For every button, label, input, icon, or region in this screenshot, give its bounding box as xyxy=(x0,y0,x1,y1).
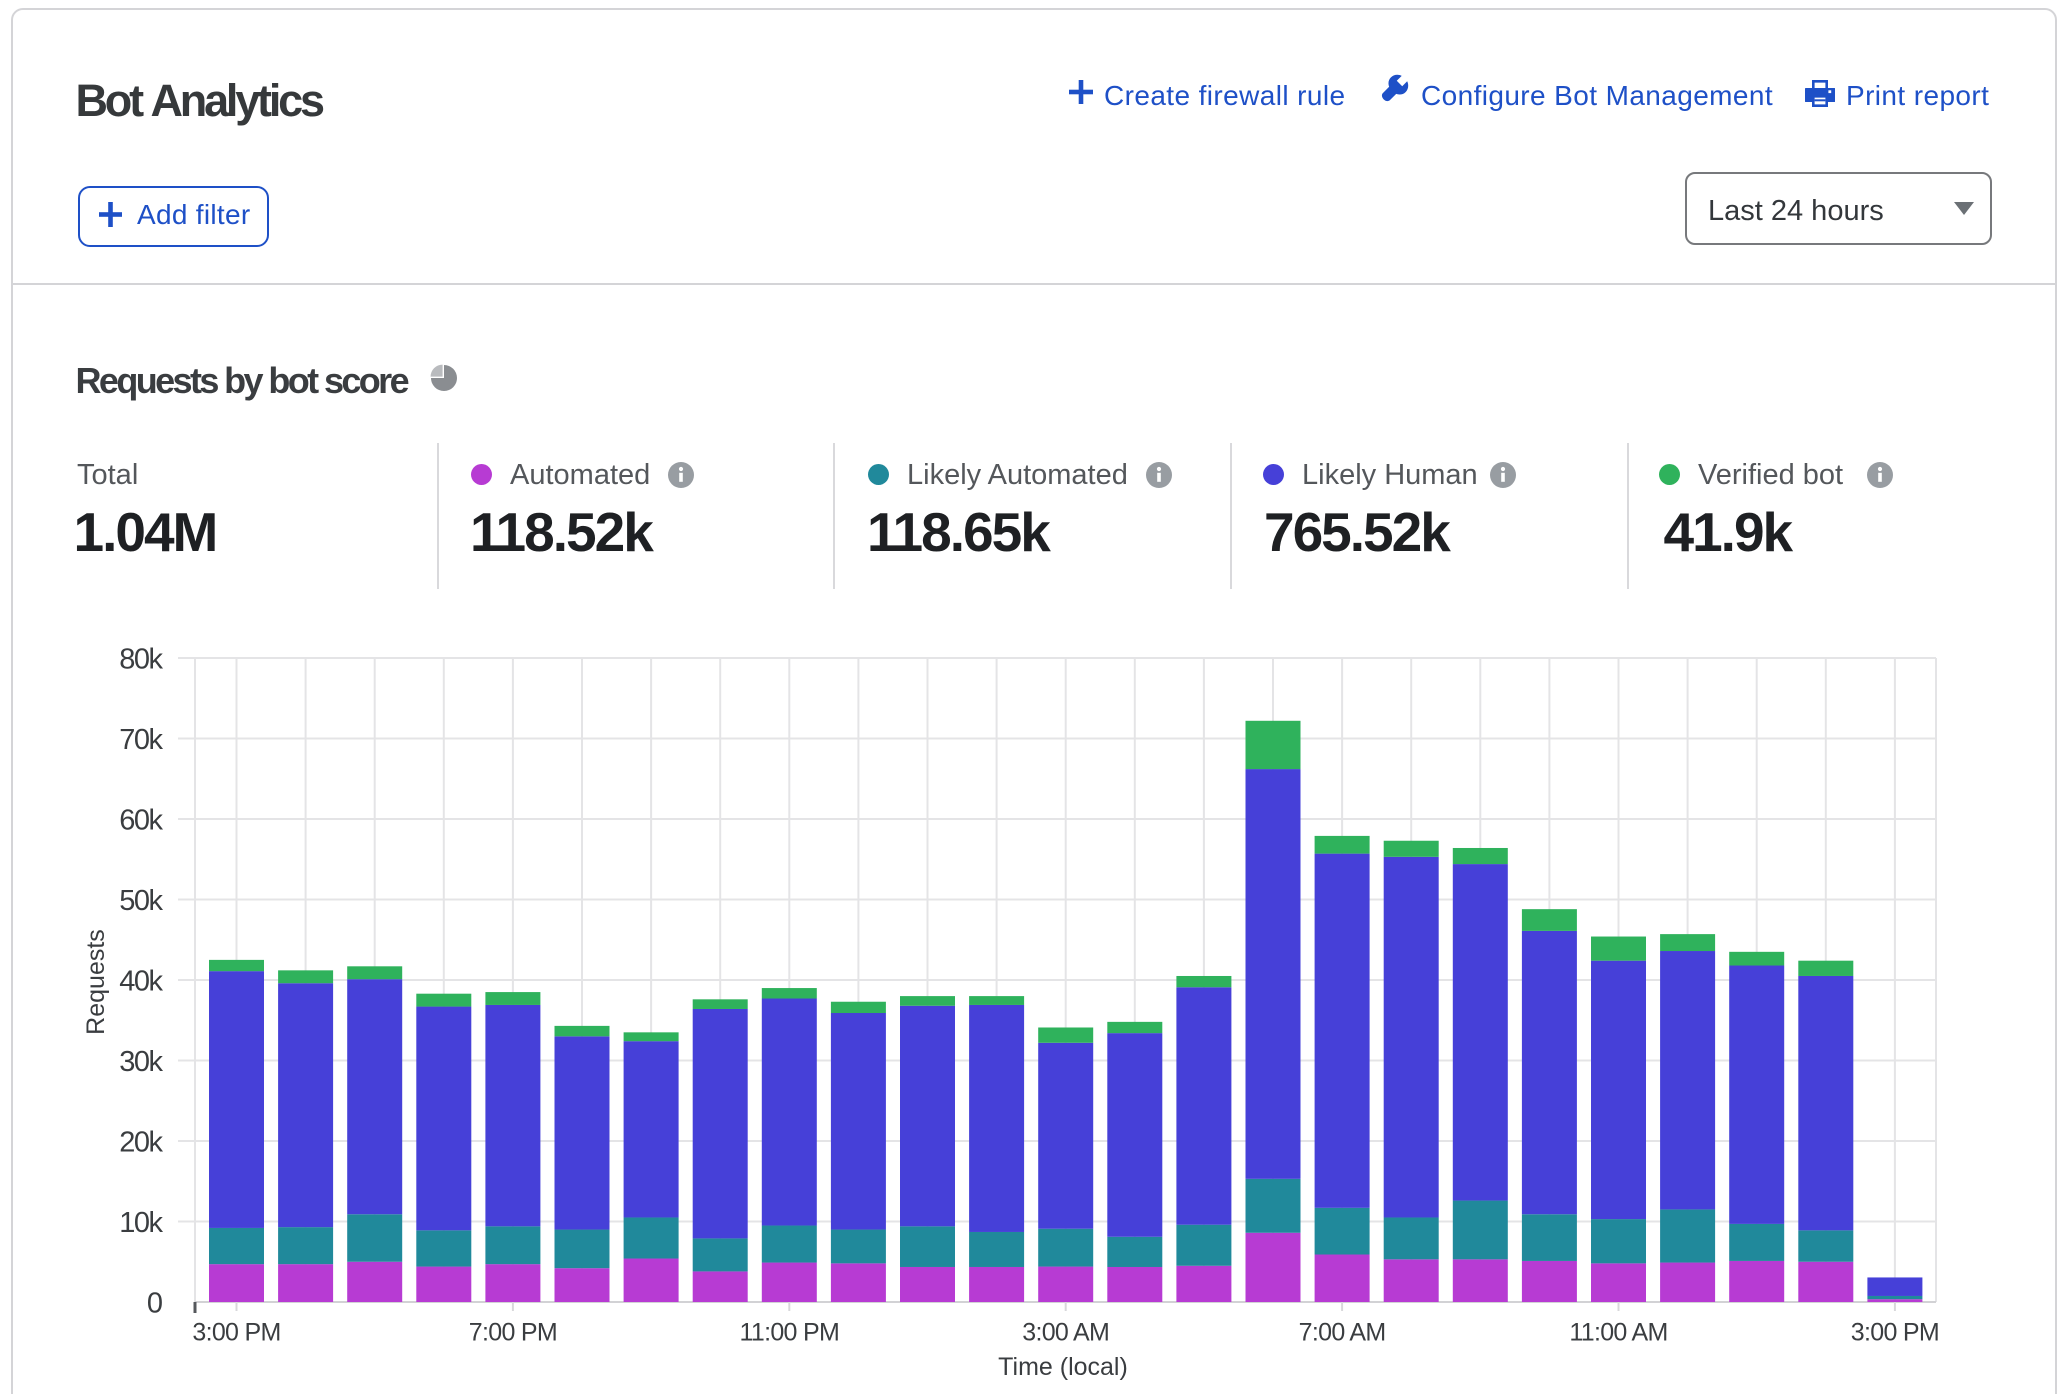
svg-text:3:00 PM: 3:00 PM xyxy=(1851,1319,1939,1347)
svg-text:60k: 60k xyxy=(119,805,163,837)
svg-text:3:00 PM: 3:00 PM xyxy=(192,1319,280,1347)
svg-text:7:00 PM: 7:00 PM xyxy=(469,1319,557,1347)
svg-text:0: 0 xyxy=(147,1288,162,1320)
svg-text:Requests: Requests xyxy=(82,929,110,1035)
svg-text:80k: 80k xyxy=(119,644,163,676)
svg-text:7:00 AM: 7:00 AM xyxy=(1299,1319,1386,1347)
svg-text:Time (local): Time (local) xyxy=(998,1353,1128,1381)
svg-text:11:00 AM: 11:00 AM xyxy=(1569,1319,1667,1347)
svg-text:40k: 40k xyxy=(119,966,163,998)
svg-text:10k: 10k xyxy=(119,1207,163,1239)
svg-text:20k: 20k xyxy=(119,1127,163,1159)
svg-text:11:00 PM: 11:00 PM xyxy=(740,1319,840,1347)
svg-text:30k: 30k xyxy=(119,1046,163,1078)
svg-text:3:00 AM: 3:00 AM xyxy=(1022,1319,1109,1347)
svg-text:70k: 70k xyxy=(119,724,163,756)
svg-text:50k: 50k xyxy=(119,885,163,917)
